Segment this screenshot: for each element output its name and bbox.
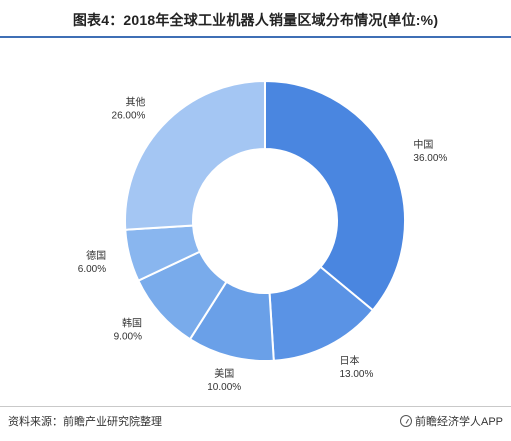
slice-label-4: 韩国 [122,316,142,329]
footer-divider [0,406,511,407]
slice-1 [264,79,406,312]
slice-value-6: 26.00% [112,111,146,122]
slice-label-3: 美国 [214,367,234,380]
slice-value-1: 36.00% [413,153,447,164]
donut-chart: 中国 36.00% 日本 13.00% 美国 10.00% 韩国 9.00% 德国 6.00% 其他… [78,79,447,393]
slice-label-5: 德国 [86,249,106,262]
chart-title: 图表4：2018年全球工业机器人销量区域分布情况(单位:%) [72,12,439,28]
app-label: 前瞻经济学人APP [414,416,503,428]
source-note: 资料来源：前瞻产业研究院整理 [8,416,162,428]
slice-label-2: 日本 [339,354,359,367]
slice-6 [124,79,266,231]
slice-label-6: 其他 [125,96,145,109]
slice-value-2: 13.00% [339,369,373,380]
slice-value-5: 6.00% [78,264,106,275]
title-divider [0,36,511,38]
slice-value-3: 10.00% [207,382,241,393]
compass-icon [399,415,412,427]
slice-value-4: 9.00% [114,331,142,342]
slice-label-1: 中国 [413,138,433,151]
app-credit: 前瞻经济学人APP [399,413,503,429]
